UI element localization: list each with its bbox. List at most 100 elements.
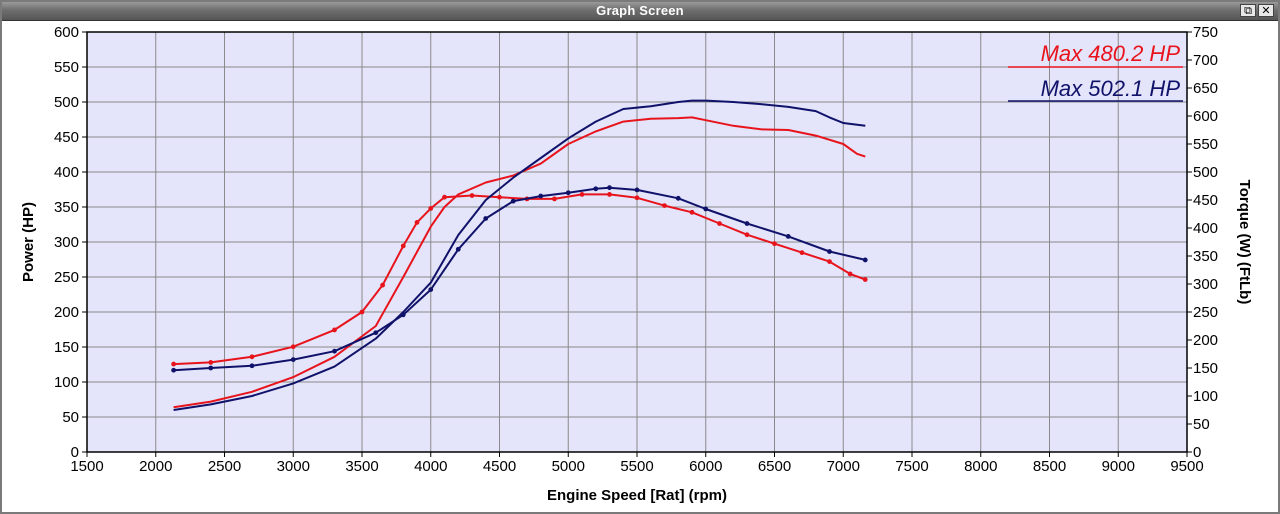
- data-point: [332, 327, 337, 333]
- data-point: [689, 209, 695, 215]
- data-point: [290, 357, 296, 362]
- y-tick-label: 500: [54, 94, 79, 111]
- x-tick-label: 9000: [1102, 458, 1135, 475]
- data-point: [634, 187, 640, 193]
- data-point: [428, 206, 434, 211]
- y2-tick-label: 50: [1193, 416, 1210, 433]
- data-point: [744, 232, 750, 238]
- x-tick-label: 1500: [70, 458, 103, 475]
- tick-labels: 1500 2000 2500 3000 3500 4000 4500 5000 5500 6000…: [54, 24, 1218, 475]
- data-point: [249, 363, 255, 369]
- data-point: [607, 185, 612, 191]
- x-tick-label: 7000: [827, 458, 860, 475]
- data-point: [171, 367, 177, 373]
- data-point: [208, 360, 214, 365]
- data-point: [785, 234, 791, 239]
- y-tick-label: 300: [54, 234, 79, 251]
- y2-tick-label: 0: [1193, 444, 1201, 461]
- data-point: [703, 206, 709, 212]
- x-tick-label: 2500: [208, 458, 241, 475]
- y2-tick-label: 650: [1193, 80, 1218, 97]
- x-tick-label: 3000: [277, 458, 310, 475]
- data-point: [772, 241, 777, 247]
- x-tick-label: 6000: [689, 458, 722, 475]
- y2-tick-label: 400: [1193, 220, 1218, 237]
- window-title: Graph Screen: [596, 3, 684, 18]
- series-line-power-run1: [173, 116, 866, 409]
- data-point: [552, 196, 557, 202]
- data-point: [565, 190, 571, 196]
- data-point: [359, 309, 365, 315]
- data-point: [847, 271, 853, 277]
- y2-tick-label: 500: [1193, 164, 1218, 181]
- y-tick-label: 0: [71, 444, 79, 461]
- data-point: [400, 312, 406, 318]
- y-tick-label: 350: [54, 199, 79, 216]
- y2-axis-title: Torque (W) (FtLb): [1236, 180, 1253, 305]
- data-point: [332, 348, 337, 354]
- series-line-torque-run2: [173, 186, 866, 372]
- legend-entry-run2: Max 502.1 HP: [1041, 76, 1181, 101]
- x-tick-label: 8000: [964, 458, 997, 475]
- y-tick-label: 550: [54, 59, 79, 76]
- data-point: [799, 250, 805, 256]
- data-point: [373, 330, 379, 336]
- restore-button[interactable]: ⧉: [1240, 4, 1256, 17]
- x-tick-label: 6500: [758, 458, 791, 475]
- y-tick-label: 100: [54, 374, 79, 391]
- y2-tick-label: 450: [1193, 192, 1218, 209]
- legend: Max 480.2 HP Max 502.1 HP: [1008, 41, 1183, 102]
- x-tick-label: 5500: [620, 458, 653, 475]
- data-point: [208, 365, 214, 371]
- data-point: [607, 192, 612, 197]
- y-tick-label: 50: [62, 409, 79, 426]
- data-point: [593, 186, 599, 192]
- y-tick-label: 200: [54, 304, 79, 321]
- y2-tick-label: 750: [1193, 24, 1218, 41]
- title-bar[interactable]: Graph Screen ⧉ ✕: [2, 2, 1278, 21]
- x-tick-label: 5000: [552, 458, 585, 475]
- data-point: [455, 246, 461, 252]
- close-button[interactable]: ✕: [1258, 4, 1274, 17]
- data-point: [414, 220, 420, 225]
- data-point: [634, 195, 640, 201]
- y2-tick-label: 550: [1193, 136, 1218, 153]
- data-point: [744, 221, 750, 226]
- x-tick-label: 4000: [414, 458, 447, 475]
- x-axis-title: Engine Speed [Rat] (rpm): [547, 487, 727, 504]
- y2-tick-label: 150: [1193, 360, 1218, 377]
- y-tick-label: 600: [54, 24, 79, 41]
- x-tick-label: 2000: [139, 458, 172, 475]
- data-point: [827, 259, 832, 264]
- x-tick-label: 4500: [483, 458, 516, 475]
- data-point: [249, 354, 255, 360]
- y2-tick-label: 250: [1193, 304, 1218, 321]
- x-tick-label: 3500: [345, 458, 378, 475]
- data-point: [579, 192, 585, 197]
- data-point: [862, 277, 868, 282]
- y-axis-title: Power (HP): [20, 202, 37, 282]
- y2-tick-label: 300: [1193, 276, 1218, 293]
- data-point: [428, 287, 434, 292]
- data-point: [827, 249, 832, 254]
- y-tick-label: 250: [54, 269, 79, 286]
- data-point: [380, 282, 386, 288]
- data-point: [400, 243, 406, 249]
- y-tick-label: 150: [54, 339, 79, 356]
- y2-tick-label: 200: [1193, 332, 1218, 349]
- legend-entry-run1: Max 480.2 HP: [1041, 41, 1181, 66]
- data-point: [662, 203, 667, 209]
- data-point: [717, 221, 722, 226]
- y-tick-label: 450: [54, 129, 79, 146]
- y2-tick-label: 600: [1193, 108, 1218, 125]
- x-tick-label: 7500: [895, 458, 928, 475]
- y2-tick-label: 700: [1193, 52, 1218, 69]
- series-line-power-run2: [173, 99, 866, 411]
- y2-tick-label: 350: [1193, 248, 1218, 265]
- x-tick-label: 8500: [1033, 458, 1066, 475]
- data-point: [510, 198, 516, 204]
- x-tick-label: 9500: [1170, 458, 1203, 475]
- data-point: [675, 195, 681, 201]
- data-point: [862, 257, 868, 263]
